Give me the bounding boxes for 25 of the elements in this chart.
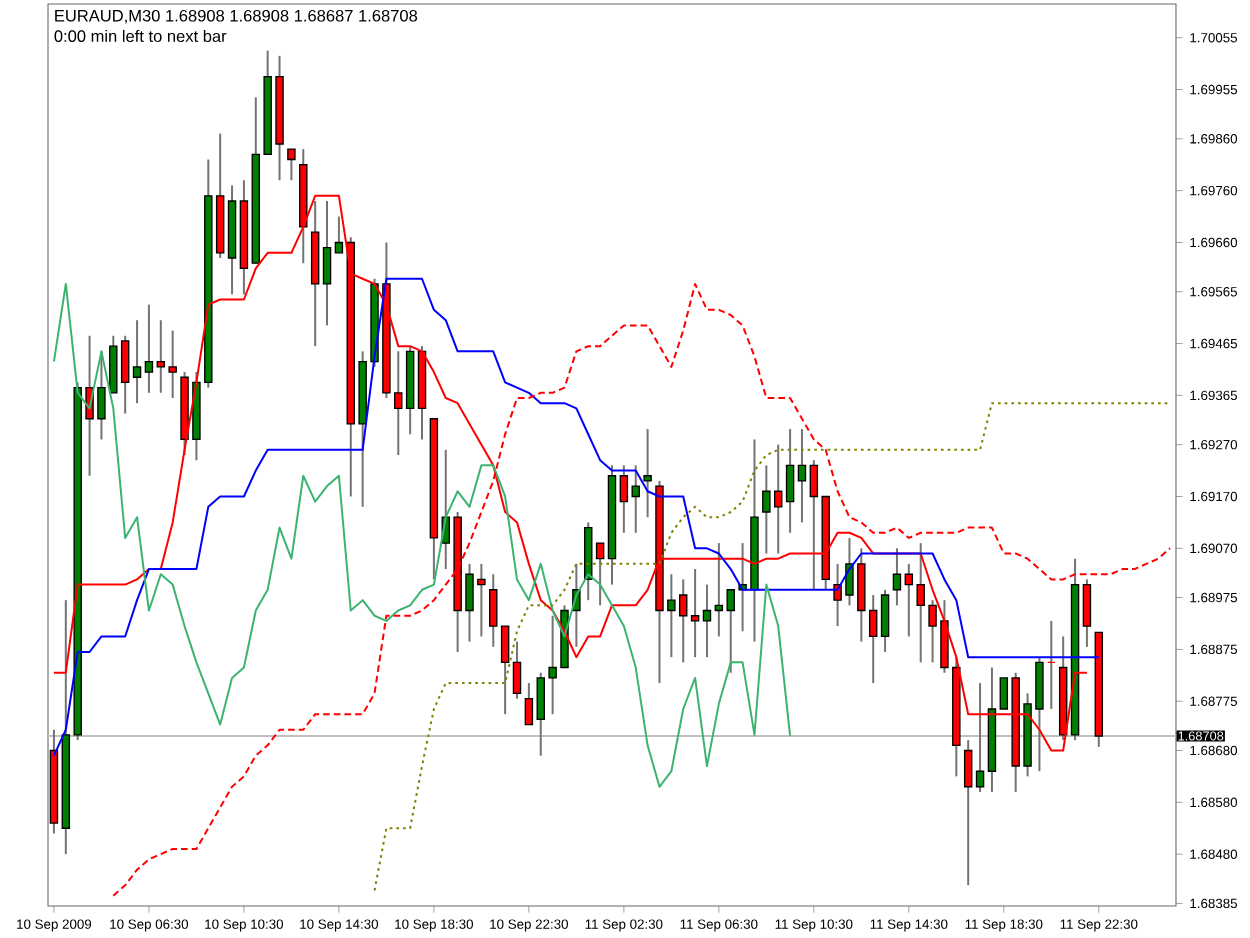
candlestick — [595, 542, 605, 607]
candlestick — [643, 428, 652, 519]
candlestick — [963, 739, 973, 887]
candlestick — [702, 583, 712, 659]
annotation: 0:00 min left to next bar — [54, 29, 227, 43]
candlestick — [144, 303, 154, 394]
candlestick — [690, 568, 700, 659]
candlestick — [132, 319, 142, 405]
candlestick — [797, 428, 807, 524]
candlestick — [619, 464, 629, 534]
candlestick — [785, 428, 795, 534]
candlestick — [489, 573, 498, 648]
candlestick — [631, 464, 640, 534]
candlestick — [880, 588, 890, 653]
candlestick — [1082, 578, 1092, 648]
candlestick — [322, 200, 332, 327]
candlestick — [892, 547, 902, 607]
candlestick — [500, 625, 510, 716]
candlestick — [975, 682, 985, 793]
candlestick — [524, 682, 534, 726]
candlestick — [334, 215, 344, 254]
candlestick — [287, 148, 296, 182]
candlestick — [512, 640, 522, 700]
chart-title: EURAUD,M30 1.68908 1.68908 1.68687 1.68708 — [55, 9, 418, 24]
line-series — [52, 282, 792, 788]
